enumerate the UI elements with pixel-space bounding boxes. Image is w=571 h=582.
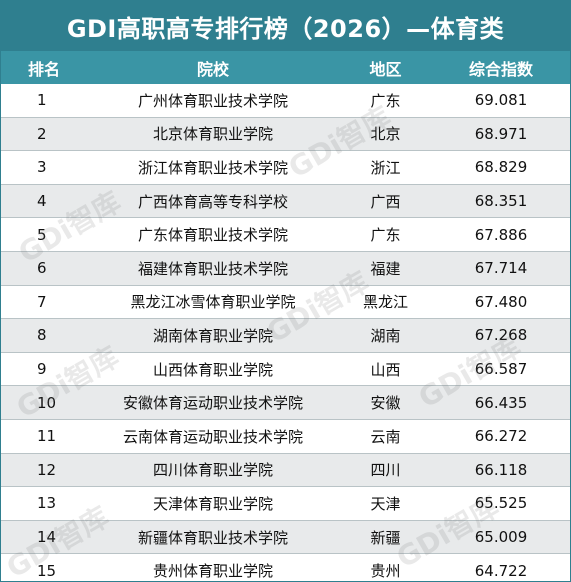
- score-cell: 66.587: [432, 352, 570, 387]
- rank-cell: 8: [1, 318, 87, 353]
- school-cell: 广西体育高等专科学校: [87, 184, 339, 219]
- rank-cell: 5: [1, 217, 87, 252]
- header-school: 院校: [87, 51, 339, 84]
- table-body: 1 广州体育职业技术学院 广东 69.081 2 北京体育职业学院 北京 68.…: [1, 84, 570, 581]
- school-cell: 新疆体育职业技术学院: [87, 520, 339, 555]
- rank-cell: 9: [1, 352, 87, 387]
- rank-cell: 10: [1, 385, 87, 420]
- region-cell: 新疆: [339, 520, 432, 555]
- title-text: GDI高职高专排行榜（2026）—体育类: [66, 14, 505, 43]
- score-cell: 67.714: [432, 251, 570, 286]
- rank-cell: 2: [1, 117, 87, 152]
- rank-cell: 7: [1, 285, 87, 320]
- region-cell: 浙江: [339, 150, 432, 185]
- school-cell: 贵州体育职业学院: [87, 553, 339, 581]
- table-row: 6 福建体育职业技术学院 福建 67.714: [1, 251, 570, 286]
- rank-cell: 15: [1, 553, 87, 581]
- rank-cell: 14: [1, 520, 87, 555]
- table-row: 12 四川体育职业学院 四川 66.118: [1, 453, 570, 488]
- rank-cell: 4: [1, 184, 87, 219]
- region-cell: 四川: [339, 453, 432, 488]
- score-cell: 64.722: [432, 553, 570, 581]
- region-cell: 广西: [339, 184, 432, 219]
- table-row: 5 广东体育职业技术学院 广东 67.886: [1, 217, 570, 252]
- score-cell: 66.118: [432, 453, 570, 488]
- score-cell: 68.829: [432, 150, 570, 185]
- region-cell: 湖南: [339, 318, 432, 353]
- score-cell: 68.351: [432, 184, 570, 219]
- table-row: 7 黑龙江冰雪体育职业学院 黑龙江 67.480: [1, 285, 570, 320]
- table-row: 4 广西体育高等专科学校 广西 68.351: [1, 184, 570, 219]
- table-row: 9 山西体育职业学院 山西 66.587: [1, 352, 570, 387]
- table-row: 11 云南体育运动职业技术学院 云南 66.272: [1, 419, 570, 454]
- table-row: 8 湖南体育职业学院 湖南 67.268: [1, 318, 570, 353]
- school-cell: 云南体育运动职业技术学院: [87, 419, 339, 454]
- school-cell: 天津体育职业学院: [87, 486, 339, 521]
- school-cell: 广州体育职业技术学院: [87, 84, 339, 118]
- region-cell: 广东: [339, 217, 432, 252]
- region-cell: 天津: [339, 486, 432, 521]
- score-cell: 69.081: [432, 84, 570, 118]
- header-row: 排名 院校 地区 综合指数: [1, 51, 570, 84]
- rank-cell: 13: [1, 486, 87, 521]
- header-region: 地区: [339, 51, 432, 84]
- table-row: 10 安徽体育运动职业技术学院 安徽 66.435: [1, 385, 570, 420]
- score-cell: 67.480: [432, 285, 570, 320]
- school-cell: 浙江体育职业技术学院: [87, 150, 339, 185]
- score-cell: 67.886: [432, 217, 570, 252]
- ranking-table: 排名 院校 地区 综合指数 1 广州体育职业技术学院 广东 69.081 2 北…: [1, 51, 570, 581]
- school-cell: 安徽体育运动职业技术学院: [87, 385, 339, 420]
- school-cell: 广东体育职业技术学院: [87, 217, 339, 252]
- rank-cell: 12: [1, 453, 87, 488]
- rank-cell: 1: [1, 84, 87, 118]
- region-cell: 云南: [339, 419, 432, 454]
- region-cell: 北京: [339, 117, 432, 152]
- score-cell: 66.435: [432, 385, 570, 420]
- table-header: 排名 院校 地区 综合指数: [1, 51, 570, 84]
- school-cell: 北京体育职业学院: [87, 117, 339, 152]
- region-cell: 福建: [339, 251, 432, 286]
- score-cell: 66.272: [432, 419, 570, 454]
- region-cell: 安徽: [339, 385, 432, 420]
- score-cell: 67.268: [432, 318, 570, 353]
- table-row: 1 广州体育职业技术学院 广东 69.081: [1, 84, 570, 118]
- school-cell: 黑龙江冰雪体育职业学院: [87, 285, 339, 320]
- header-rank: 排名: [1, 51, 87, 84]
- score-cell: 68.971: [432, 117, 570, 152]
- region-cell: 黑龙江: [339, 285, 432, 320]
- region-cell: 广东: [339, 84, 432, 118]
- table-row: 2 北京体育职业学院 北京 68.971: [1, 117, 570, 152]
- rank-cell: 3: [1, 150, 87, 185]
- table-row: 3 浙江体育职业技术学院 浙江 68.829: [1, 150, 570, 185]
- school-cell: 福建体育职业技术学院: [87, 251, 339, 286]
- score-cell: 65.009: [432, 520, 570, 555]
- rank-cell: 11: [1, 419, 87, 454]
- header-score: 综合指数: [432, 51, 570, 84]
- school-cell: 四川体育职业学院: [87, 453, 339, 488]
- region-cell: 山西: [339, 352, 432, 387]
- table-row: 13 天津体育职业学院 天津 65.525: [1, 486, 570, 521]
- page-title: GDI高职高专排行榜（2026）—体育类: [1, 1, 570, 51]
- table-row: 15 贵州体育职业学院 贵州 64.722: [1, 553, 570, 581]
- table-row: 14 新疆体育职业技术学院 新疆 65.009: [1, 520, 570, 555]
- rank-cell: 6: [1, 251, 87, 286]
- school-cell: 山西体育职业学院: [87, 352, 339, 387]
- region-cell: 贵州: [339, 553, 432, 581]
- score-cell: 65.525: [432, 486, 570, 521]
- school-cell: 湖南体育职业学院: [87, 318, 339, 353]
